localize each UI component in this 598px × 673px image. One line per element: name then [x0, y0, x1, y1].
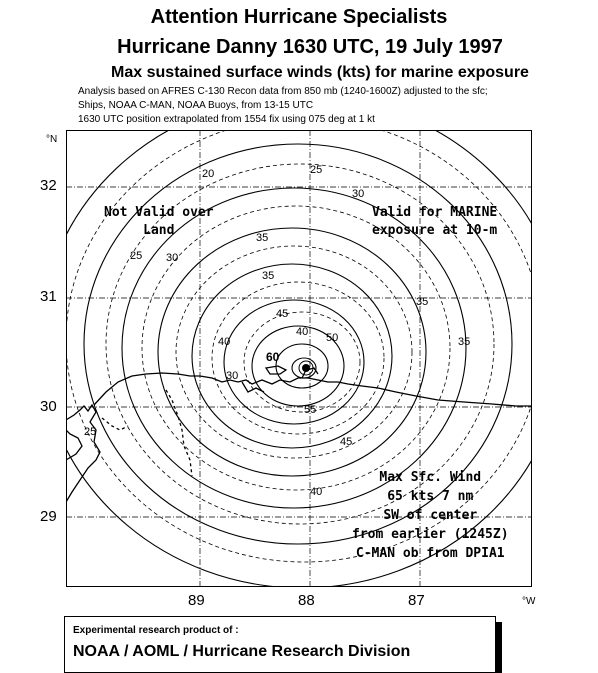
max-wind-line-3: SW of center	[383, 508, 478, 523]
contour-label: 30	[166, 252, 179, 264]
contour-label: 55	[304, 404, 317, 416]
analysis-note-2: Ships, NOAA C-MAN, NOAA Buoys, from 13-1…	[78, 100, 314, 111]
analysis-note-1: Analysis based on AFRES C-130 Recon data…	[78, 86, 488, 97]
contour-label: 20	[202, 168, 215, 180]
max-wind-line-4: from earlier (1245Z)	[352, 527, 509, 542]
wind-analysis-map	[66, 130, 532, 587]
not-valid-line-2: Land	[143, 223, 175, 238]
storm-time-heading: Hurricane Danny 1630 UTC, 19 July 1997	[117, 36, 503, 58]
dashed-contours	[66, 130, 532, 563]
contour-label: 35	[458, 336, 471, 348]
valid-for-marine-label: Valid for MARINE exposure at 10-m	[372, 204, 497, 240]
map-title: Attention Hurricane Specialists	[150, 6, 448, 28]
map-subtitle: Max sustained surface winds (kts) for ma…	[111, 64, 529, 81]
contour-label: 30	[352, 188, 365, 200]
wind-contours	[66, 130, 532, 587]
contour-label: 30	[226, 370, 239, 382]
max-wind-line-5: C-MAN ob from DPIA1	[355, 546, 505, 561]
credit-line-2: NOAA / AOML / Hurricane Research Divisio…	[73, 643, 411, 660]
latlon-grid	[66, 130, 532, 587]
max-wind-line-2: 65 kts 7 nm	[387, 489, 474, 504]
lon-tick-label: 88	[298, 592, 315, 609]
contour-label: 25	[310, 164, 323, 176]
credit-line-1: Experimental research product of :	[73, 625, 239, 636]
west-unit-label: °W	[522, 596, 536, 607]
contour-label: 40	[296, 326, 309, 338]
storm-center-icon	[298, 360, 314, 376]
max-wind-note: Max Sfc. Wind 65 kts 7 nm SW of center f…	[352, 468, 509, 563]
contour-label: 25	[130, 250, 143, 262]
not-valid-over-land-label: Not Valid over Land	[104, 204, 214, 240]
lat-tick-label: 29	[40, 508, 57, 525]
valid-line-2: exposure at 10-m	[372, 223, 498, 238]
valid-line-1: Valid for MARINE	[372, 205, 498, 220]
contour-label: 35	[262, 270, 275, 282]
contour-label: 35	[256, 232, 269, 244]
not-valid-line-1: Not Valid over	[104, 205, 214, 220]
max-wind-line-1: Max Sfc. Wind	[379, 470, 482, 485]
analysis-note-3: 1630 UTC position extrapolated from 1554…	[78, 114, 375, 125]
credit-box: Experimental research product of : NOAA …	[64, 616, 496, 673]
contour-label: 40	[218, 336, 231, 348]
lat-tick-label: 32	[40, 177, 57, 194]
contour-label: 35	[416, 296, 429, 308]
lat-tick-label: 30	[40, 398, 57, 415]
contour-label: 40	[310, 486, 323, 498]
lon-tick-label: 89	[188, 592, 205, 609]
contour-label: 50	[326, 332, 339, 344]
north-unit-label: °N	[46, 134, 58, 145]
contour-label: 45	[340, 436, 353, 448]
contour-label: 25	[84, 426, 97, 438]
contour-label: 60	[266, 350, 280, 364]
coastline	[66, 365, 532, 503]
contour-label: 45	[276, 308, 289, 320]
lat-tick-label: 31	[40, 288, 57, 305]
lon-tick-label: 87	[408, 592, 425, 609]
